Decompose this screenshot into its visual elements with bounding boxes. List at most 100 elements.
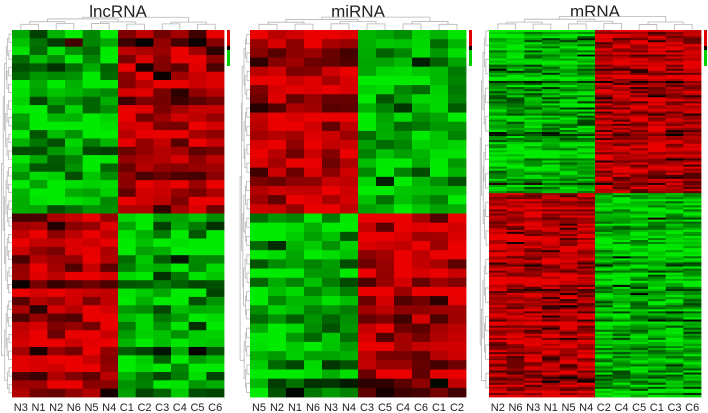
heatmap-cell (304, 75, 323, 86)
heatmap-cell (250, 176, 269, 187)
heatmap-cell (489, 315, 508, 318)
heatmap-cell (506, 242, 525, 245)
heatmap-cell (542, 295, 561, 298)
heatmap-cell (648, 219, 667, 223)
heatmap-cell (12, 338, 31, 348)
heatmap-cell (268, 195, 287, 205)
heatmap-cell (412, 195, 431, 205)
heatmap-cell (12, 146, 31, 156)
heatmap-cell (630, 362, 649, 365)
heatmap-cell (612, 144, 631, 147)
heatmap-cell (286, 195, 305, 205)
heatmap-cell (648, 184, 667, 188)
heatmap-cell (524, 392, 543, 396)
heatmap-cell (648, 376, 667, 380)
heatmap-cell (665, 309, 684, 312)
heatmap-cell (340, 268, 359, 279)
heatmap-cell (376, 268, 395, 279)
heatmap-cell (394, 277, 413, 288)
heatmap-cell (683, 199, 702, 202)
heatmap-cell (358, 167, 377, 178)
heatmap-cell (595, 97, 614, 100)
heatmap-cell (577, 221, 596, 225)
heatmap-cell (559, 284, 578, 288)
heatmap-cell (595, 174, 614, 178)
heatmap-cell (665, 333, 684, 337)
heatmap-cell (612, 388, 631, 392)
heatmap-cell (648, 215, 667, 218)
heatmap-cell (683, 133, 702, 137)
heatmap-cell (577, 80, 596, 84)
heatmap-cell (376, 176, 395, 187)
heatmap-cell (100, 321, 119, 331)
heatmap-cell (489, 56, 508, 59)
heatmap-cell (489, 93, 508, 96)
heatmap-cell (524, 56, 543, 59)
heatmap-cell (577, 372, 596, 375)
heatmap-cell (665, 52, 684, 55)
heatmap-cell (542, 95, 561, 98)
heatmap-cell (286, 222, 305, 233)
heatmap-cell (648, 270, 667, 274)
heatmap-cell (648, 209, 667, 212)
heatmap-cell (489, 264, 508, 267)
row-dendrogram-branch (8, 167, 12, 177)
heatmap-cell (665, 142, 684, 145)
heatmap-cell (559, 352, 578, 355)
heatmap-cell (648, 266, 667, 269)
heatmap-cell (595, 362, 614, 365)
heatmap-cell (595, 168, 614, 172)
heatmap-cell (506, 262, 525, 265)
heatmap-cell (412, 360, 431, 370)
heatmap-cell (559, 109, 578, 112)
heatmap-cell (577, 378, 596, 382)
heatmap-cell (665, 348, 684, 351)
heatmap-cell (448, 30, 467, 40)
heatmap-cell (559, 162, 578, 165)
heatmap-cell (630, 133, 649, 137)
heatmap-cell (648, 46, 667, 49)
heatmap-cell (542, 54, 561, 57)
heatmap-cell (559, 207, 578, 210)
heatmap-cell (340, 323, 359, 334)
heatmap-cell (559, 366, 578, 369)
heatmap-cell (29, 38, 48, 48)
heatmap-cell (559, 280, 578, 284)
heatmap-cell (648, 242, 667, 245)
heatmap-cell (340, 140, 359, 150)
heatmap-cell (542, 136, 561, 139)
heatmap-cell (665, 123, 684, 127)
heatmap-cell (394, 167, 413, 178)
heatmap-cell (524, 140, 543, 143)
heatmap-cell (665, 70, 684, 74)
heatmap-cell (489, 382, 508, 386)
heatmap-cell (542, 284, 561, 288)
heatmap-cell (630, 217, 649, 221)
heatmap-cell (489, 113, 508, 117)
heatmap-cell (524, 93, 543, 96)
heatmap-cell (683, 378, 702, 382)
heatmap-cell (524, 215, 543, 218)
heatmap-cell (506, 274, 525, 278)
heatmap-cell (524, 358, 543, 361)
heatmap-cell (577, 131, 596, 135)
heatmap-cell (683, 337, 702, 341)
heatmap-cell (489, 36, 508, 39)
heatmap-cell (524, 346, 543, 349)
heatmap-cell (506, 83, 525, 86)
heatmap-cell (286, 66, 305, 77)
heatmap-cell (665, 394, 684, 398)
heatmap-cell (430, 277, 449, 288)
heatmap-cell (648, 299, 667, 302)
heatmap-cell (286, 277, 305, 288)
heatmap-cell (524, 166, 543, 170)
heatmap-cell (524, 154, 543, 157)
heatmap-cell (542, 311, 561, 314)
heatmap-cell (118, 71, 137, 81)
heatmap-cell (506, 42, 525, 45)
heatmap-cell (82, 80, 101, 89)
heatmap-cell (489, 133, 508, 137)
heatmap-cell (506, 229, 525, 233)
heatmap-cell (188, 113, 207, 123)
heatmap-cell (412, 231, 431, 242)
